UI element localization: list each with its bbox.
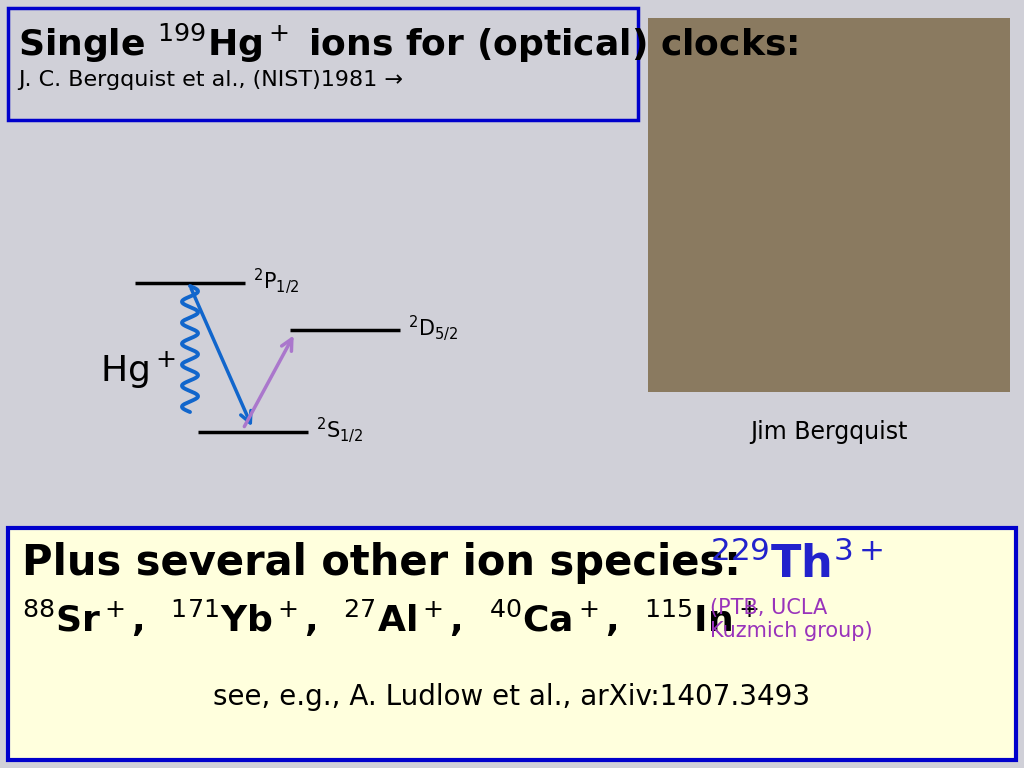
FancyBboxPatch shape [8, 8, 638, 120]
Text: J. C. Bergquist et al., (NIST)1981 →: J. C. Bergquist et al., (NIST)1981 → [18, 70, 403, 90]
FancyBboxPatch shape [648, 18, 1010, 392]
Text: $^2$S$_{1/2}$: $^2$S$_{1/2}$ [316, 415, 364, 445]
FancyBboxPatch shape [8, 528, 1016, 760]
Text: $^{88}$Sr$^+$,  $^{171}$Yb$^+$,  $^{27}$Al$^+$,  $^{40}$Ca$^+$,  $^{115}$In$^+$: $^{88}$Sr$^+$, $^{171}$Yb$^+$, $^{27}$Al… [22, 598, 759, 639]
Text: $^2$D$_{5/2}$: $^2$D$_{5/2}$ [408, 313, 458, 343]
Text: $^2$P$_{1/2}$: $^2$P$_{1/2}$ [253, 266, 299, 296]
Text: Hg$^+$: Hg$^+$ [100, 349, 176, 391]
Text: Jim Bergquist: Jim Bergquist [751, 420, 907, 444]
Text: Plus several other ion species:: Plus several other ion species: [22, 542, 741, 584]
Text: (PTB, UCLA
Kuzmich group): (PTB, UCLA Kuzmich group) [710, 598, 872, 641]
Text: Single $^{199}$Hg$^+$ ions for (optical) clocks:: Single $^{199}$Hg$^+$ ions for (optical)… [18, 22, 798, 65]
Text: see, e.g., A. Ludlow et al., arXiv:1407.3493: see, e.g., A. Ludlow et al., arXiv:1407.… [213, 683, 811, 711]
Text: $^{229}$Th$^{3+}$: $^{229}$Th$^{3+}$ [710, 542, 884, 587]
